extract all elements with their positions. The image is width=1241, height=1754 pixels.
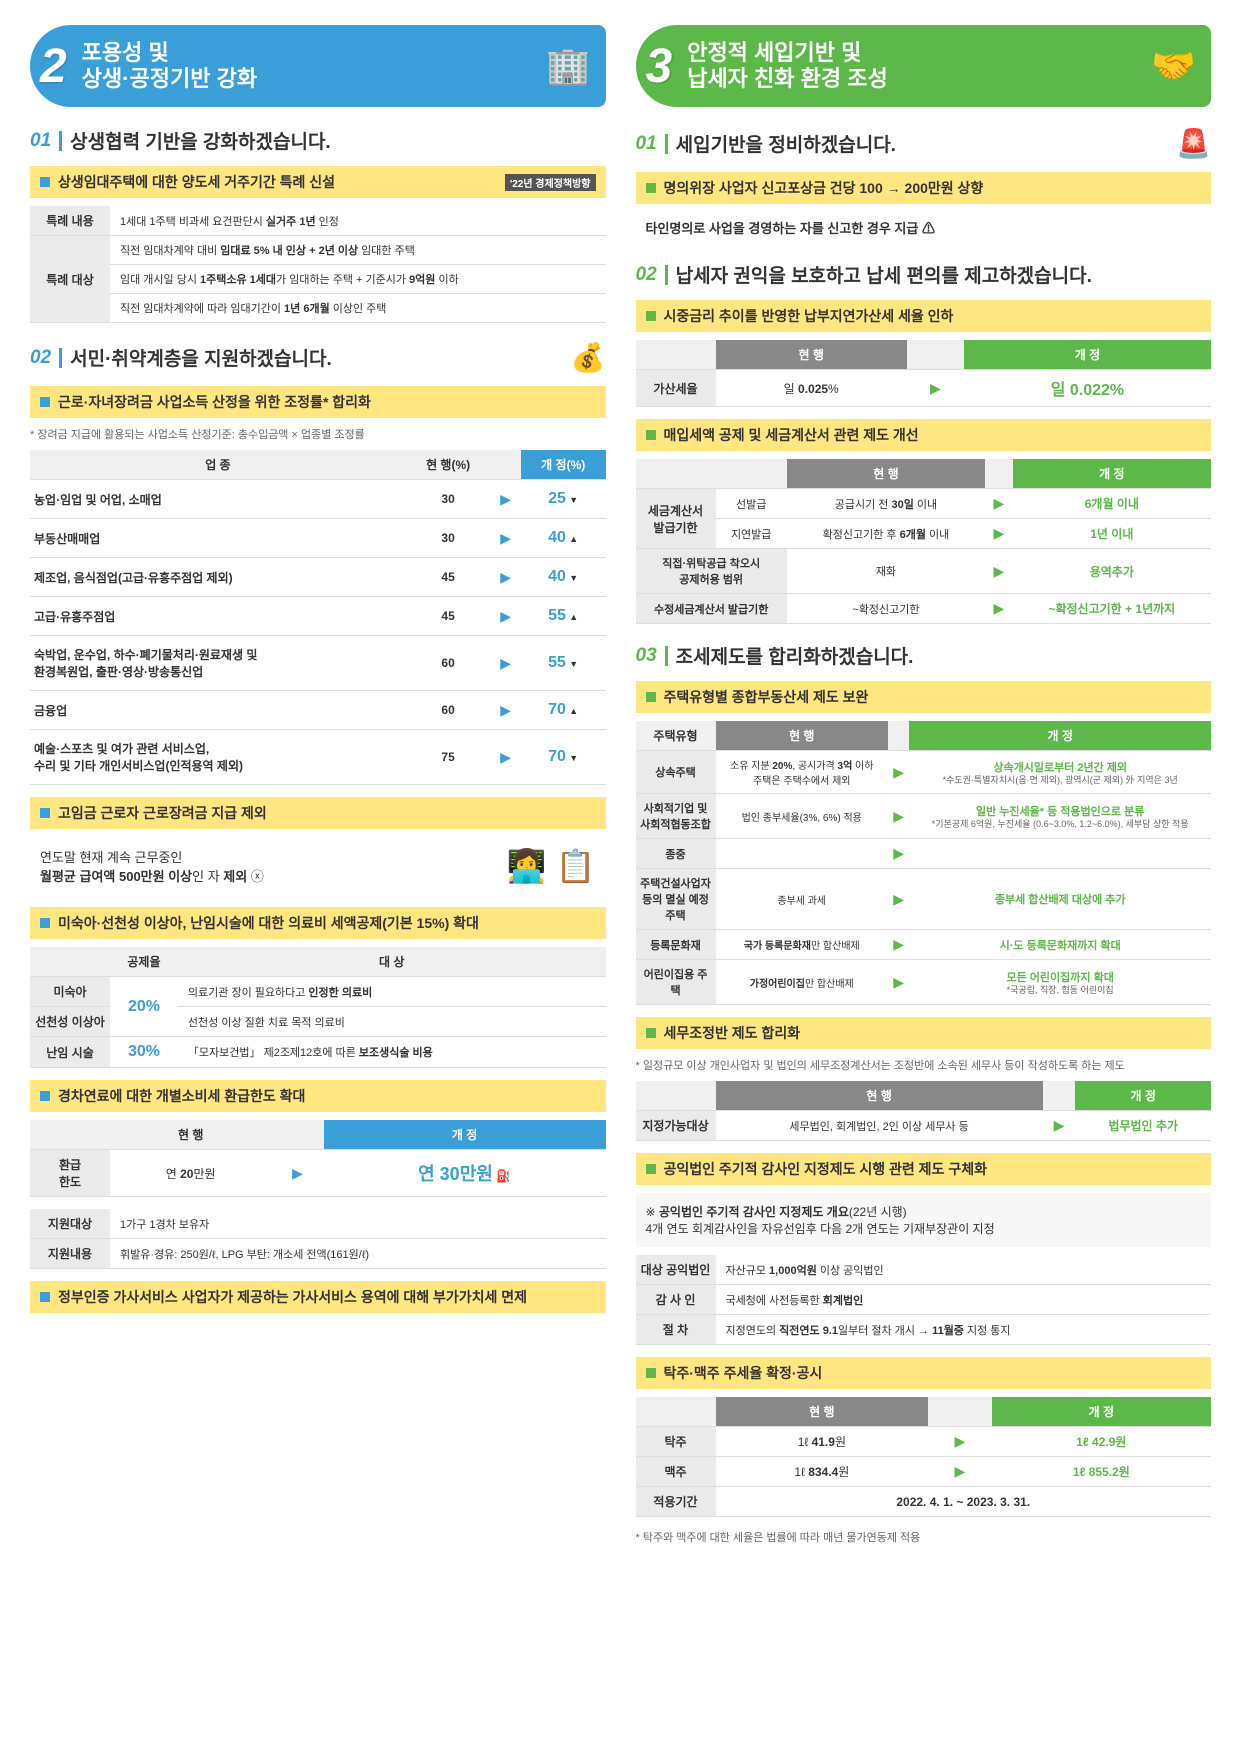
square-icon: [646, 311, 656, 321]
refund-table: 현 행개 정환급 한도연 20만원▶연 30만원 ⛽: [30, 1120, 606, 1197]
topic-bar: 근로·자녀장려금 사업소득 산정을 위한 조정률* 합리화: [30, 386, 606, 418]
square-icon: [646, 183, 656, 193]
support-table: 지원대상1가구 1경차 보유자지원내용휘발유·경유: 250원/ℓ, LPG 부…: [30, 1209, 606, 1269]
money-icon: 💰: [571, 341, 606, 374]
square-icon: [40, 177, 50, 187]
topic-bar: 미숙아·선천성 이상아, 난임시술에 대한 의료비 세액공제(기본 15%) 확…: [30, 907, 606, 939]
topic-text: 시중금리 추이를 반영한 납부지연가산세 세율 인하: [664, 306, 954, 326]
topic-bar: 시중금리 추이를 반영한 납부지연가산세 세율 인하: [636, 300, 1212, 332]
bar-icon: [665, 646, 668, 666]
section-number: 3: [646, 39, 673, 94]
rate-table: 업 종현 행(%)개 정(%)농업·임업 및 어업, 소매업30▶25 ▼부동산…: [30, 450, 606, 785]
right-column: 3 안정적 세입기반 및 납세자 친화 환경 조성 🤝 01 세입기반을 정비하…: [636, 25, 1212, 1553]
topic-bar: 상생임대주택에 대한 양도세 거주기간 특례 신설 '22년 경제정책방향: [30, 166, 606, 198]
left-column: 2 포용성 및 상생·공정기반 강화 🏢 01 상생협력 기반을 강화하겠습니다…: [30, 25, 606, 1553]
subsection-01: 01 세입기반을 정비하겠습니다. 🚨: [636, 127, 1212, 160]
section-title: 포용성 및 상생·공정기반 강화: [82, 40, 257, 93]
topic-text: 상생임대주택에 대한 양도세 거주기간 특례 신설: [58, 172, 335, 192]
topic-bar: 경차연료에 대한 개별소비세 환급한도 확대: [30, 1080, 606, 1112]
topic-text: 세무조정반 제도 합리화: [664, 1023, 801, 1043]
topic-text: 공익법인 주기적 감사인 지정제도 시행 관련 제도 구체화: [664, 1159, 987, 1179]
topic-text: 정부인증 가사서비스 사업자가 제공하는 가사서비스 용역에 대해 부가가치세 …: [58, 1287, 527, 1307]
bar-icon: [665, 134, 668, 154]
topic-bar: 탁주·맥주 주세율 확정·공시: [636, 1357, 1212, 1389]
invoice-table: 현 행개 정세금계산서 발급기한선발급공급시기 전 30일 이내▶6개월 이내지…: [636, 459, 1212, 624]
building-icon: 🏢: [546, 45, 591, 87]
info-line: 타인명의로 사업을 경영하는 자를 신고한 경우 지급 ⚠: [636, 212, 1212, 243]
topic-text: 매입세액 공제 및 세금계산서 관련 제도 개선: [664, 425, 919, 445]
sub-title: 조세제도를 합리화하겠습니다.: [676, 642, 914, 669]
bar-icon: [59, 131, 62, 151]
subsection-03: 03 조세제도를 합리화하겠습니다.: [636, 642, 1212, 669]
topic-bar: 매입세액 공제 및 세금계산서 관련 제도 개선: [636, 419, 1212, 451]
sub-num: 03: [636, 645, 657, 667]
square-icon: [40, 1091, 50, 1101]
topic-text: 미숙아·선천성 이상아, 난임시술에 대한 의료비 세액공제(기본 15%) 확…: [58, 913, 479, 933]
penalty-table: 현 행개 정가산세율일 0.025%▶일 0.022%: [636, 340, 1212, 407]
topic-bar: 고임금 근로자 근로장려금 지급 제외: [30, 797, 606, 829]
topic-text: 명의위장 사업자 신고포상금 건당 100 → 200만원 상향: [664, 178, 984, 198]
adj-table: 현 행개 정지정가능대상세무법인, 회계법인, 2인 이상 세무사 등▶법무법인…: [636, 1081, 1212, 1141]
property-table: 주택유형현 행개 정상속주택소유 지분 20%, 공시가격 3억 이하 주택은 …: [636, 721, 1212, 1005]
sub-num: 01: [30, 130, 51, 152]
section-title: 안정적 세입기반 및 납세자 친화 환경 조성: [687, 40, 888, 93]
handshake-icon: 🤝: [1151, 45, 1196, 87]
square-icon: [40, 1292, 50, 1302]
sub-title: 납세자 권익을 보호하고 납세 편의를 제고하겠습니다.: [676, 261, 1092, 288]
topic-bar: 명의위장 사업자 신고포상금 건당 100 → 200만원 상향: [636, 172, 1212, 204]
section-number: 2: [40, 39, 67, 94]
square-icon: [646, 1368, 656, 1378]
square-icon: [646, 1164, 656, 1174]
note: * 탁주와 맥주에 대한 세율은 법률에 따라 매년 물가연동제 적용: [636, 1529, 1212, 1545]
square-icon: [40, 808, 50, 818]
worker-icon: 👩‍💻 📋: [507, 847, 596, 885]
topic-text: 탁주·맥주 주세율 확정·공시: [664, 1363, 823, 1383]
two-column-layout: 2 포용성 및 상생·공정기반 강화 🏢 01 상생협력 기반을 강화하겠습니다…: [30, 25, 1211, 1553]
alarm-icon: 🚨: [1176, 127, 1211, 160]
section-3-header: 3 안정적 세입기반 및 납세자 친화 환경 조성 🤝: [636, 25, 1212, 107]
exclude-text: 연도말 현재 계속 근무중인 월평균 급여액 500만원 이상인 자 제외 ⓧ: [40, 847, 264, 885]
sub-num: 02: [636, 264, 657, 286]
exclude-box: 연도말 현재 계속 근무중인 월평균 급여액 500만원 이상인 자 제외 ⓧ …: [30, 837, 606, 895]
subsection-01: 01 상생협력 기반을 강화하겠습니다.: [30, 127, 606, 154]
sub-title: 서민·취약계층을 지원하겠습니다.: [70, 344, 332, 371]
note: * 장려금 지급에 활용되는 사업소득 산정기준: 총수입금액 × 업종별 조정…: [30, 426, 606, 442]
topic-text: 근로·자녀장려금 사업소득 산정을 위한 조정률* 합리화: [58, 392, 371, 412]
tag: '22년 경제정책방향: [505, 174, 596, 191]
topic-text: 경차연료에 대한 개별소비세 환급한도 확대: [58, 1086, 305, 1106]
sub-title: 세입기반을 정비하겠습니다.: [676, 130, 896, 157]
medical-table: 공제율대 상미숙아20%의료기관 장이 필요하다고 인정한 의료비선천성 이상아…: [30, 947, 606, 1068]
subsection-02: 02 서민·취약계층을 지원하겠습니다. 💰: [30, 341, 606, 374]
topic-bar: 세무조정반 제도 합리화: [636, 1017, 1212, 1049]
bar-icon: [665, 265, 668, 285]
square-icon: [646, 692, 656, 702]
sub-num: 01: [636, 133, 657, 155]
audit-table: 대상 공익법인자산규모 1,000억원 이상 공익법인감 사 인국세청에 사전등…: [636, 1255, 1212, 1345]
square-icon: [40, 918, 50, 928]
note: * 일정규모 이상 개인사업자 및 법인의 세무조정계산서는 조정반에 소속된 …: [636, 1057, 1212, 1073]
topic-text: 고임금 근로자 근로장려금 지급 제외: [58, 803, 267, 823]
subsection-02: 02 납세자 권익을 보호하고 납세 편의를 제고하겠습니다.: [636, 261, 1212, 288]
topic-text: 주택유형별 종합부동산세 제도 보완: [664, 687, 869, 707]
audit-note: ※ 공익법인 주기적 감사인 지정제도 개요(22년 시행) 4개 연도 회계감…: [636, 1193, 1212, 1247]
sub-title: 상생협력 기반을 강화하겠습니다.: [70, 127, 331, 154]
topic-bar: 주택유형별 종합부동산세 제도 보완: [636, 681, 1212, 713]
sub-num: 02: [30, 347, 51, 369]
special-table: 특례 내용1세대 1주택 비과세 요건판단시 실거주 1년 인정특례 대상직전 …: [30, 206, 606, 323]
bar-icon: [59, 348, 62, 368]
topic-bar: 정부인증 가사서비스 사업자가 제공하는 가사서비스 용역에 대해 부가가치세 …: [30, 1281, 606, 1313]
tax-table: 현 행개 정탁주1ℓ 41.9원▶1ℓ 42.9원맥주1ℓ 834.4원▶1ℓ …: [636, 1397, 1212, 1517]
topic-bar: 공익법인 주기적 감사인 지정제도 시행 관련 제도 구체화: [636, 1153, 1212, 1185]
square-icon: [646, 430, 656, 440]
section-2-header: 2 포용성 및 상생·공정기반 강화 🏢: [30, 25, 606, 107]
square-icon: [40, 397, 50, 407]
square-icon: [646, 1028, 656, 1038]
